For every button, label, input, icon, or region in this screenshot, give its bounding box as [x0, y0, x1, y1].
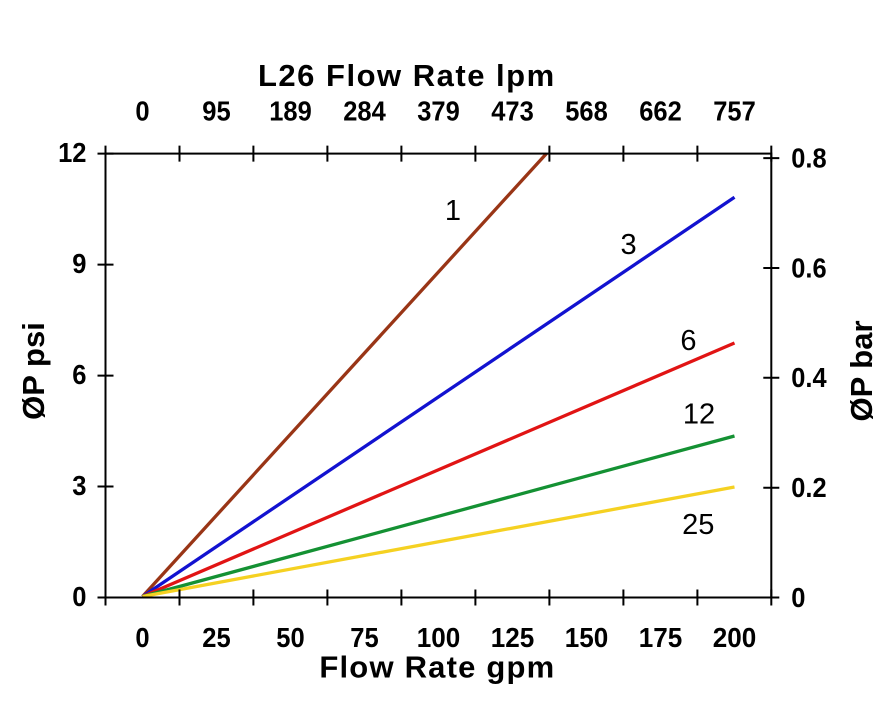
- svg-text:0.2: 0.2: [791, 472, 826, 503]
- svg-text:757: 757: [713, 96, 756, 127]
- svg-text:ØP psi: ØP psi: [16, 322, 51, 420]
- svg-text:662: 662: [639, 96, 682, 127]
- svg-text:75: 75: [350, 622, 378, 653]
- svg-text:473: 473: [491, 96, 534, 127]
- svg-text:175: 175: [639, 622, 683, 653]
- svg-text:100: 100: [417, 622, 461, 653]
- svg-text:0.8: 0.8: [791, 143, 826, 174]
- svg-text:95: 95: [202, 96, 230, 127]
- svg-text:125: 125: [491, 622, 535, 653]
- svg-text:Flow Rate gpm: Flow Rate gpm: [319, 650, 555, 685]
- svg-text:189: 189: [269, 96, 312, 127]
- svg-text:3: 3: [621, 229, 637, 261]
- svg-text:12: 12: [683, 399, 715, 431]
- svg-text:200: 200: [713, 622, 757, 653]
- svg-text:L26 Flow Rate lpm: L26 Flow Rate lpm: [258, 58, 556, 93]
- svg-text:568: 568: [565, 96, 608, 127]
- svg-text:50: 50: [276, 622, 304, 653]
- svg-text:6: 6: [72, 359, 86, 390]
- svg-text:0: 0: [72, 581, 86, 612]
- svg-text:0: 0: [791, 582, 805, 613]
- svg-text:284: 284: [343, 96, 386, 127]
- svg-text:3: 3: [72, 470, 86, 501]
- svg-text:12: 12: [58, 137, 86, 168]
- svg-text:0: 0: [135, 622, 149, 653]
- svg-text:25: 25: [682, 509, 714, 541]
- svg-text:6: 6: [680, 325, 696, 357]
- svg-text:9: 9: [72, 248, 86, 279]
- svg-text:379: 379: [417, 96, 460, 127]
- svg-text:0: 0: [135, 96, 149, 127]
- svg-text:1: 1: [445, 195, 461, 227]
- svg-text:ØP bar: ØP bar: [844, 320, 879, 421]
- svg-text:150: 150: [565, 622, 609, 653]
- svg-text:0.4: 0.4: [791, 362, 827, 393]
- svg-text:25: 25: [202, 622, 230, 653]
- svg-text:0.6: 0.6: [791, 252, 826, 283]
